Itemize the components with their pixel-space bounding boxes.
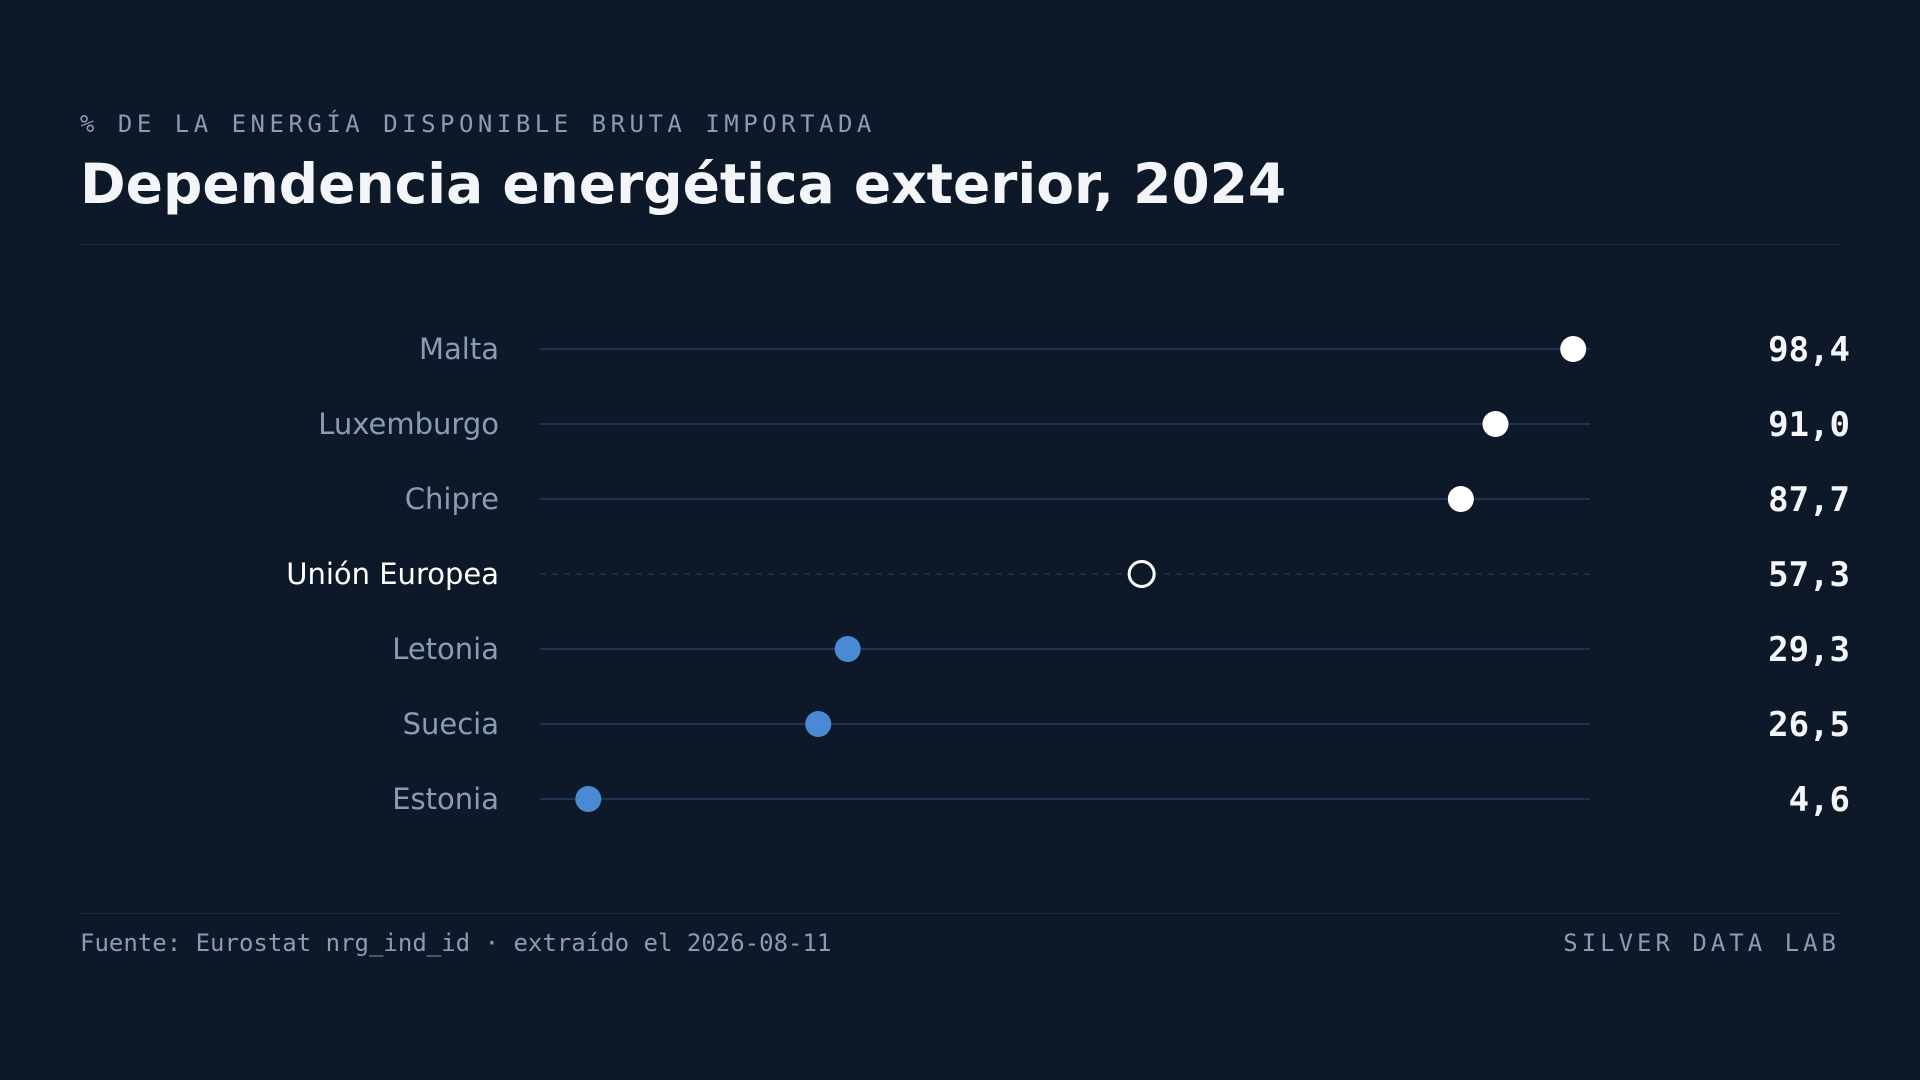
- category-label-estonia: Estonia: [392, 782, 499, 816]
- data-point-union-europea: [1127, 560, 1156, 588]
- data-point-chipre: [1447, 486, 1474, 512]
- data-point-malta: [1560, 336, 1587, 362]
- category-label-chipre: Chipre: [405, 482, 499, 516]
- data-point-estonia: [575, 786, 602, 812]
- chart-subtitle: % DE LA ENERGÍA DISPONIBLE BRUTA IMPORTA…: [80, 110, 876, 138]
- header-divider: [80, 244, 1840, 245]
- category-label-union-europea: Unión Europea: [286, 557, 499, 591]
- category-label-luxemburgo: Luxemburgo: [318, 407, 499, 441]
- value-label-estonia: 4,6: [1789, 780, 1850, 820]
- chart-title: Dependencia energética exterior, 2024: [80, 152, 1287, 216]
- value-label-letonia: 29,3: [1768, 630, 1850, 670]
- value-label-union-europea: 57,3: [1768, 555, 1850, 595]
- data-point-suecia: [805, 711, 832, 737]
- category-label-suecia: Suecia: [403, 707, 499, 741]
- brand-label: SILVER DATA LAB: [1563, 929, 1840, 957]
- value-label-chipre: 87,7: [1768, 480, 1850, 520]
- value-label-malta: 98,4: [1768, 330, 1850, 370]
- value-label-luxemburgo: 91,0: [1768, 405, 1850, 445]
- data-point-luxemburgo: [1482, 411, 1509, 437]
- data-point-letonia: [834, 636, 861, 662]
- footer-divider: [80, 913, 1840, 914]
- value-label-suecia: 26,5: [1768, 705, 1850, 745]
- source-note: Fuente: Eurostat nrg_ind_id · extraído e…: [80, 929, 832, 957]
- category-label-malta: Malta: [419, 332, 499, 366]
- category-label-letonia: Letonia: [392, 632, 499, 666]
